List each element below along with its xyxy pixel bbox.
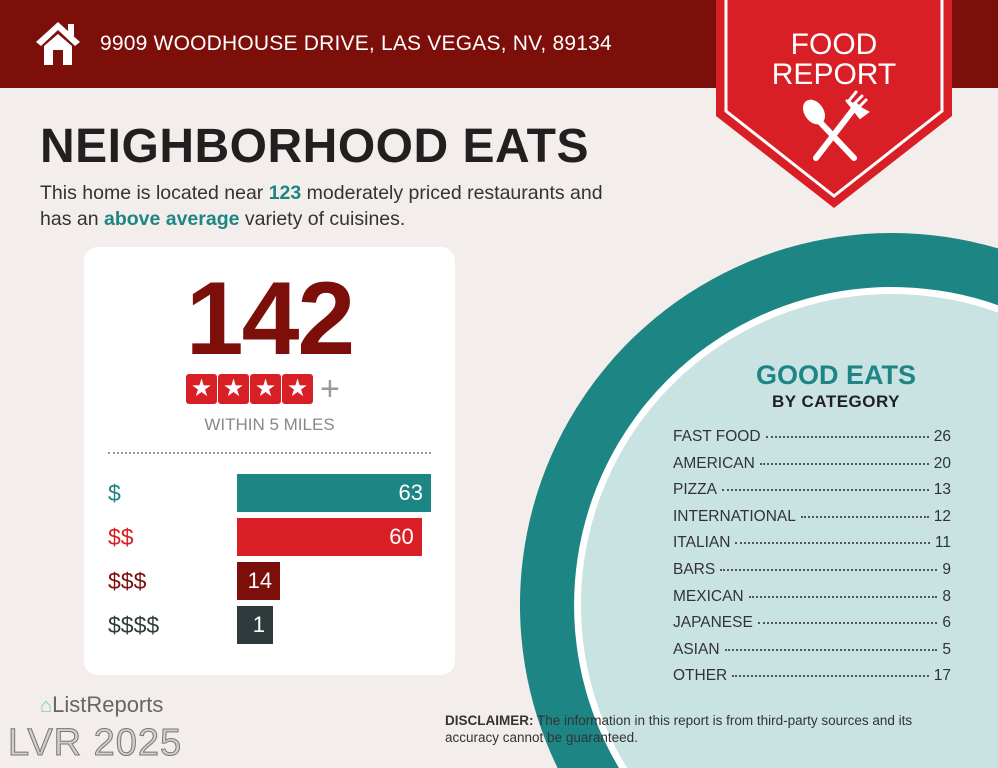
logo-text: ListReports	[52, 692, 164, 717]
leader-dots	[735, 542, 930, 545]
price-label: $	[108, 480, 121, 506]
price-label: $$	[108, 524, 134, 550]
price-bar: 63	[237, 474, 431, 512]
house-icon	[36, 22, 80, 65]
category-name: FAST FOOD	[673, 428, 761, 445]
star-icon: ★	[250, 374, 281, 404]
category-item: ITALIAN 11	[673, 534, 951, 561]
variety-rating: above average	[103, 208, 240, 230]
category-count: 9	[942, 560, 951, 578]
page-title: NEIGHBORHOOD EATS	[40, 120, 589, 173]
category-name: INTERNATIONAL	[673, 507, 796, 525]
leader-dots	[721, 489, 929, 492]
star-rating: ★ ★ ★ ★ +	[186, 370, 340, 408]
category-item: JAPANESE 6	[673, 614, 951, 641]
categories-subtitle: BY CATEGORY	[772, 392, 900, 411]
price-row: $63	[84, 474, 455, 512]
star-icon: ★	[186, 374, 217, 404]
category-item: PIZZA 13	[673, 481, 951, 508]
radius-label: WITHIN 5 MILES	[204, 415, 335, 434]
desc-text: has an	[40, 208, 104, 230]
category-count: 20	[933, 454, 951, 472]
category-count: 13	[933, 481, 951, 499]
category-name: MEXICAN	[673, 587, 744, 605]
food-report-badge	[716, 0, 952, 208]
plus-icon: +	[320, 370, 340, 408]
leader-dots	[759, 462, 929, 465]
price-bar: 14	[237, 562, 281, 600]
disclaimer: DISCLAIMER: The information in this repo…	[445, 712, 965, 746]
category-name: OTHER	[673, 667, 728, 685]
category-name: AMERICAN	[673, 454, 755, 472]
category-count: 11	[934, 534, 951, 552]
star-icon: ★	[282, 374, 313, 404]
address: 9909 WOODHOUSE DRIVE, LAS VEGAS, NV, 891…	[100, 32, 612, 55]
star-icon: ★	[218, 374, 249, 404]
restaurant-count: 123	[268, 182, 302, 204]
category-item: OTHER 17	[673, 667, 951, 694]
category-item: INTERNATIONAL 12	[673, 508, 951, 535]
category-count: 5	[942, 640, 951, 658]
desc-text: moderately priced restaurants and	[301, 182, 603, 204]
leader-dots	[757, 622, 938, 625]
category-item: AMERICAN 20	[673, 455, 951, 482]
category-count: 12	[933, 507, 951, 525]
badge-title: FOOD REPORT	[716, 30, 952, 90]
spoon-fork-icon	[803, 90, 870, 161]
description: This home is located near 123 moderately…	[40, 180, 603, 232]
price-bar: 1	[237, 606, 273, 644]
summary-card: 142 ★ ★ ★ ★ + WITHIN 5 MILES $63 $$ 60 $$$ 14 $$$…	[84, 247, 455, 675]
leader-dots	[800, 515, 929, 518]
logo-icon: ⌂	[40, 695, 53, 717]
category-list: FAST FOOD 26 AMERICAN 20 PIZZA 13 INTERNATIONA…	[673, 428, 951, 694]
category-item: ASIAN 5	[673, 641, 951, 668]
badge-line1: FOOD	[790, 28, 878, 61]
category-count: 6	[942, 614, 951, 632]
price-row: $$ 60	[84, 518, 455, 556]
category-item: MEXICAN 8	[673, 588, 951, 615]
total-restaurants: 142	[185, 261, 356, 377]
disclaimer-text: The information in this report is from t…	[445, 713, 913, 745]
listreports-logo: ⌂ListReports	[40, 692, 163, 719]
badge-line2: REPORT	[771, 58, 897, 91]
desc-text: This home is located near	[40, 182, 269, 204]
category-name: PIZZA	[673, 481, 717, 499]
category-count: 8	[942, 587, 951, 605]
category-name: ASIAN	[673, 640, 720, 658]
leader-dots	[765, 436, 929, 438]
desc-text: variety of cuisines.	[239, 208, 406, 230]
leader-dots	[732, 675, 929, 678]
category-item: BARS 9	[673, 561, 951, 588]
category-name: BARS	[673, 560, 716, 578]
divider	[108, 452, 431, 454]
category-name: JAPANESE	[673, 614, 753, 632]
price-row: $$$$ 1	[84, 606, 455, 644]
leader-dots	[724, 648, 938, 651]
category-count: 17	[933, 667, 951, 685]
category-name: ITALIAN	[673, 534, 731, 552]
price-row: $$$ 14	[84, 562, 455, 600]
categories-title: GOOD EATS	[755, 360, 916, 390]
disclaimer-label: DISCLAIMER:	[445, 713, 534, 728]
price-bar: 60	[237, 518, 422, 556]
category-count: 26	[933, 428, 951, 445]
price-label: $$$$	[108, 612, 160, 638]
leader-dots	[748, 595, 938, 598]
price-label: $$$	[108, 568, 147, 594]
category-item: FAST FOOD 26	[673, 428, 951, 455]
watermark: LVR 2025	[7, 722, 183, 765]
leader-dots	[720, 568, 938, 571]
